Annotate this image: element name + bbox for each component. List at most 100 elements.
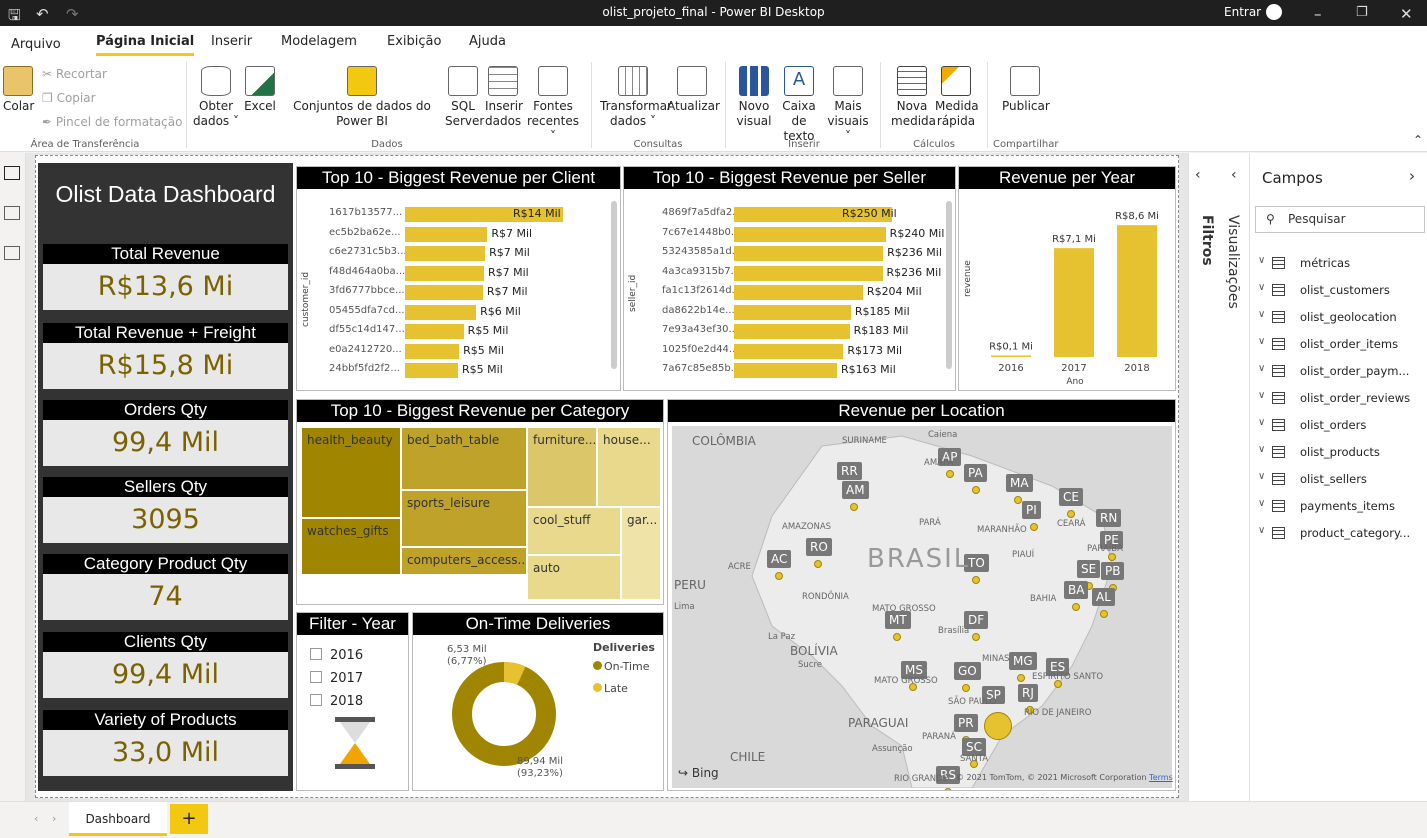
- tile-housewares[interactable]: house...: [597, 427, 661, 507]
- textbox-button[interactable]: A Caixa de texto: [776, 66, 822, 144]
- map-bubble[interactable]: [972, 576, 980, 584]
- map-bubble[interactable]: [814, 560, 822, 568]
- deliveries-donut-chart[interactable]: On-Time Deliveries 6,53 Mil (6,77%) 89,94…: [412, 612, 664, 791]
- tile-bed-bath-table[interactable]: bed_bath_table: [401, 427, 527, 490]
- map-state-badge[interactable]: AL: [1092, 588, 1115, 606]
- year-bar-2016[interactable]: [991, 355, 1031, 357]
- bar[interactable]: [405, 324, 464, 339]
- bar-row[interactable]: 53243585a1d... R$236 Mil: [662, 246, 952, 261]
- bar-row[interactable]: da8622b14e... R$185 Mil: [662, 304, 952, 320]
- map-state-badge[interactable]: ES: [1046, 658, 1070, 676]
- chevron-down-icon[interactable]: ∨: [1258, 390, 1266, 401]
- map-state-badge[interactable]: SE: [1077, 560, 1101, 578]
- map-bubble[interactable]: [984, 712, 1012, 740]
- map-state-badge[interactable]: AM: [842, 481, 869, 499]
- tile-sports-leisure[interactable]: sports_leisure: [401, 490, 527, 547]
- bar-row[interactable]: fa1c13f2614d... R$204 Mil: [662, 285, 952, 300]
- paste-button[interactable]: Colar: [3, 66, 34, 114]
- bar[interactable]: [734, 343, 844, 359]
- bar-row[interactable]: 7a67c85e85b... R$163 Mil: [662, 363, 952, 378]
- restore-icon[interactable]: ❐: [1356, 5, 1368, 20]
- map-state-badge[interactable]: AC: [767, 550, 792, 568]
- report-view-icon[interactable]: [4, 166, 20, 180]
- field-item[interactable]: ∨ métricas: [1258, 255, 1423, 270]
- bar-row[interactable]: 7e93a43ef30... R$183 Mil: [662, 324, 952, 339]
- map-state-badge[interactable]: PR: [954, 714, 978, 732]
- map-state-badge[interactable]: CE: [1059, 488, 1083, 506]
- map-state-badge[interactable]: PE: [1100, 531, 1123, 549]
- map-state-badge[interactable]: AP: [938, 448, 962, 466]
- excel-button[interactable]: Excel: [244, 66, 276, 114]
- publish-button[interactable]: Publicar: [1002, 66, 1050, 114]
- bar-row[interactable]: 4a3ca9315b7... R$236 Mil: [662, 265, 952, 281]
- bar[interactable]: [405, 207, 563, 222]
- bar[interactable]: [405, 265, 484, 281]
- chevron-down-icon[interactable]: ∨: [1258, 255, 1266, 266]
- refresh-button[interactable]: Atualizar: [667, 66, 720, 114]
- get-data-button[interactable]: Obter dados ˅: [193, 66, 239, 129]
- category-treemap[interactable]: Top 10 - Biggest Revenue per Category he…: [296, 399, 664, 605]
- map-state-badge[interactable]: TO: [964, 554, 989, 572]
- map-terms-link[interactable]: Terms: [1149, 773, 1173, 782]
- map-bubble[interactable]: [972, 486, 980, 494]
- map-bubble[interactable]: [850, 503, 858, 511]
- tab-inserir[interactable]: Inserir: [211, 34, 253, 49]
- field-item[interactable]: ∨ olist_orders: [1258, 417, 1423, 432]
- map-bubble[interactable]: [1100, 610, 1108, 618]
- map-bubble[interactable]: [944, 788, 952, 790]
- map-bubble[interactable]: [1067, 510, 1075, 518]
- year-bar-2017[interactable]: [1054, 248, 1094, 357]
- avatar[interactable]: [1266, 4, 1282, 20]
- bar[interactable]: [734, 324, 850, 339]
- model-view-icon[interactable]: [4, 246, 20, 260]
- bar[interactable]: [734, 304, 851, 320]
- field-item[interactable]: ∨ olist_sellers: [1258, 471, 1423, 486]
- bar[interactable]: [405, 363, 459, 378]
- bar[interactable]: [734, 207, 892, 222]
- bar[interactable]: [405, 226, 488, 242]
- map-bubble[interactable]: [946, 470, 954, 478]
- fields-search-input[interactable]: ⚲ Pesquisar: [1255, 206, 1425, 233]
- tab-modelagem[interactable]: Modelagem: [281, 34, 357, 49]
- format-painter-button[interactable]: ✒ Pincel de formatação: [42, 115, 183, 129]
- field-item[interactable]: ∨ product_category...: [1258, 525, 1423, 540]
- save-icon[interactable]: 🖫: [8, 6, 21, 24]
- map-bubble[interactable]: [1054, 680, 1062, 688]
- bar-row[interactable]: 4869f7a5dfa2... R$250 Mil: [662, 207, 952, 222]
- tile-cool-stuff[interactable]: cool_stuff: [527, 507, 621, 555]
- chevron-down-icon[interactable]: ∨: [1258, 282, 1266, 293]
- close-icon[interactable]: ✕: [1400, 5, 1413, 23]
- chevron-down-icon[interactable]: ∨: [1258, 336, 1266, 347]
- bar-row[interactable]: 05455dfa7cd... R$6 Mil: [329, 304, 619, 320]
- field-item[interactable]: ∨ olist_order_items: [1258, 336, 1423, 351]
- bar-row[interactable]: c6e2731c5b3... R$7 Mil: [329, 246, 619, 261]
- bar[interactable]: [405, 304, 477, 320]
- cut-button[interactable]: ✂ Recortar: [42, 67, 107, 81]
- recent-sources-button[interactable]: Fontes recentes ˅: [523, 66, 583, 144]
- year-bar-2018[interactable]: [1117, 225, 1157, 357]
- bar-row[interactable]: 1025f0e2d44... R$173 Mil: [662, 343, 952, 359]
- map-state-badge[interactable]: RN: [1096, 509, 1122, 527]
- map-bubble[interactable]: [775, 572, 783, 580]
- map-state-badge[interactable]: RS: [936, 766, 960, 784]
- map-state-badge[interactable]: SC: [962, 738, 986, 756]
- chevron-down-icon[interactable]: ∨: [1258, 309, 1266, 320]
- map-state-badge[interactable]: RR: [837, 462, 862, 480]
- bar[interactable]: [734, 285, 863, 300]
- bar-row[interactable]: e0a2412720... R$5 Mil: [329, 343, 619, 359]
- seller-chart-scrollbar[interactable]: [946, 201, 952, 369]
- sql-server-button[interactable]: SQL Server: [445, 66, 484, 129]
- chevron-down-icon[interactable]: ∨: [1258, 444, 1266, 455]
- map-state-badge[interactable]: RJ: [1018, 684, 1038, 702]
- bar-row[interactable]: ec5b2ba62e... R$7 Mil: [329, 226, 619, 242]
- map-area[interactable]: AP RR PA AM MA CE RN PI PE AC RO TO SE PB BA AL DF MT MG ES…: [672, 426, 1172, 790]
- data-view-icon[interactable]: [4, 206, 20, 220]
- map-state-badge[interactable]: PI: [1022, 501, 1041, 519]
- visualizations-pane-label[interactable]: Visualizações: [1225, 215, 1241, 309]
- bar[interactable]: [405, 285, 483, 300]
- map-state-badge[interactable]: MS: [901, 661, 927, 679]
- transform-data-button[interactable]: Transformar dados ˅: [600, 66, 672, 129]
- donut-ontime-slice[interactable]: [452, 662, 556, 766]
- map-state-badge[interactable]: SP: [982, 686, 1005, 704]
- more-visuals-button[interactable]: Mais visuais ˅: [826, 66, 870, 144]
